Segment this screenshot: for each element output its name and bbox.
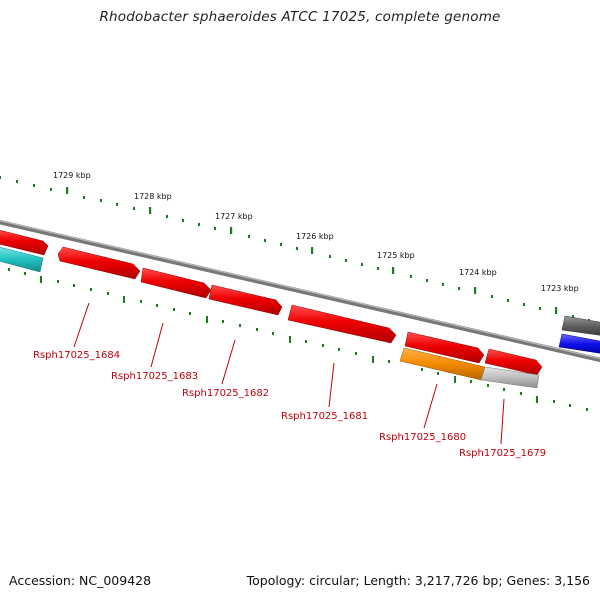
genome-summary-text: Topology: circular; Length: 3,217,726 bp… xyxy=(246,573,590,588)
kbp-major-ticks xyxy=(66,187,558,314)
gene-label-1682[interactable]: Rsph17025_1682 xyxy=(182,388,269,399)
tick-label-1727: 1727 kbp xyxy=(215,212,253,221)
major-tick-1729 xyxy=(66,187,69,194)
gene-rsph17025-1679[interactable] xyxy=(480,366,540,389)
gene-red-1680-top[interactable] xyxy=(404,331,485,364)
gene-rsph17025-1683[interactable] xyxy=(140,267,212,299)
gene-label-1680[interactable]: Rsph17025_1680 xyxy=(379,432,466,443)
gene-red-1679-top[interactable] xyxy=(484,348,543,376)
gene-right-dark-partial[interactable] xyxy=(561,315,600,336)
tick-label-1724: 1724 kbp xyxy=(459,268,497,277)
leader-1684 xyxy=(73,302,90,348)
leader-1679 xyxy=(500,398,505,445)
major-tick-1723 xyxy=(555,307,558,314)
major-tick-1728 xyxy=(149,207,152,214)
major-tick-1725 xyxy=(392,267,395,274)
inner-tick-track xyxy=(8,268,588,411)
map-title: Rhodobacter sphaeroides ATCC 17025, comp… xyxy=(99,9,501,25)
leader-1681 xyxy=(328,362,335,408)
gene-label-1681[interactable]: Rsph17025_1681 xyxy=(281,411,368,422)
major-tick-1724 xyxy=(474,287,477,294)
gene-rsph17025-1681[interactable] xyxy=(287,304,397,344)
gene-label-1679[interactable]: Rsph17025_1679 xyxy=(459,448,546,459)
gene-left-bottom-partial[interactable] xyxy=(0,246,44,273)
tick-label-1728: 1728 kbp xyxy=(134,192,172,201)
major-tick-1727 xyxy=(230,227,233,234)
gene-rsph17025-1684[interactable] xyxy=(57,246,141,280)
leader-1680 xyxy=(423,383,438,429)
gene-label-1684[interactable]: Rsph17025_1684 xyxy=(33,350,120,361)
tick-label-1729: 1729 kbp xyxy=(53,171,91,180)
tick-label-1725: 1725 kbp xyxy=(377,251,415,260)
leader-1682 xyxy=(221,339,236,385)
tick-label-1723: 1723 kbp xyxy=(541,284,579,293)
genome-backbone-highlight xyxy=(0,220,600,360)
outer-tick-track xyxy=(0,176,590,322)
gene-rsph17025-1682[interactable] xyxy=(208,284,283,316)
gene-right-blue-partial[interactable] xyxy=(558,333,600,354)
gene-left-top-partial[interactable] xyxy=(0,229,49,256)
major-tick-1726 xyxy=(311,247,314,254)
genome-backbone xyxy=(0,219,600,363)
accession-text: Accession: NC_009428 xyxy=(9,573,152,588)
label-leaders xyxy=(73,302,505,445)
tick-label-1726: 1726 kbp xyxy=(296,232,334,241)
gene-label-1683[interactable]: Rsph17025_1683 xyxy=(111,371,198,382)
leader-1683 xyxy=(150,322,164,368)
